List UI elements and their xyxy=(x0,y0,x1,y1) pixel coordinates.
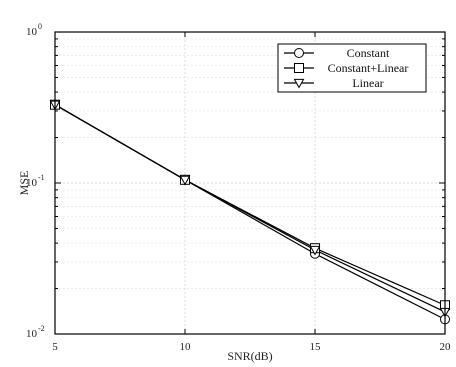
x-tick-labels: 5 10 15 20 xyxy=(52,341,451,353)
legend-label-linear: Linear xyxy=(352,76,383,90)
y-tick-label: 10 xyxy=(26,177,38,189)
legend-label-constant: Constant xyxy=(347,46,390,60)
series-line-linear xyxy=(54,104,446,313)
legend-marker-constant-linear xyxy=(294,63,304,73)
y-tick-label-exponent: 0 xyxy=(38,22,42,31)
legend-marker-constant xyxy=(294,48,304,58)
x-axis-title: SNR(dB) xyxy=(227,349,272,363)
x-tick-label: 10 xyxy=(180,341,192,353)
y-tick-label: 10 xyxy=(26,26,38,38)
y-tick-label-exponent: -1 xyxy=(38,173,45,182)
y-axis-title: MSE xyxy=(17,171,31,196)
legend-label-constant-linear: Constant+Linear xyxy=(328,61,409,75)
x-tick-label: 20 xyxy=(440,341,452,353)
y-tick-label-exponent: -2 xyxy=(38,324,45,333)
legend-marker-linear xyxy=(293,78,305,89)
x-tick-label: 5 xyxy=(52,341,58,353)
series-lines xyxy=(54,104,446,320)
x-tick-label: 15 xyxy=(310,341,322,353)
axis-ticks xyxy=(54,31,446,335)
data-point-linear xyxy=(309,245,321,256)
y-tick-label: 10 xyxy=(26,328,38,340)
data-point-linear xyxy=(179,175,191,186)
